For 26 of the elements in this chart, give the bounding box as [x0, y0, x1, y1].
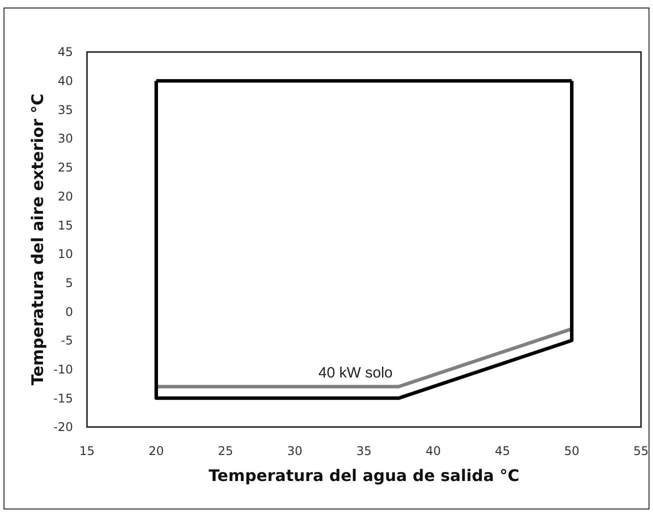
x-tick-label: 50 [564, 444, 580, 458]
x-tick-label: 35 [356, 444, 372, 458]
y-tick-label: 40 [58, 74, 73, 88]
y-tick-label: 20 [58, 189, 73, 204]
x-axis-title: Temperatura del agua de salida °C [208, 466, 520, 485]
series-label: 40 kW solo [318, 364, 393, 382]
y-tick-label: 30 [58, 132, 73, 146]
y-axis-title: Temperatura del aire exterior °C [28, 94, 47, 386]
x-tick-label: 45 [494, 444, 510, 458]
x-tick-label: 20 [148, 444, 164, 458]
y-tick-label: 25 [58, 160, 73, 175]
y-tick-label: -15 [53, 391, 73, 406]
y-tick-label: 35 [58, 102, 73, 117]
x-tick-label: 25 [218, 444, 234, 458]
x-tick-label: 30 [287, 444, 302, 458]
y-tick-label: 5 [65, 276, 73, 290]
y-tick-label: 10 [58, 247, 73, 262]
x-tick-label: 55 [633, 444, 649, 458]
y-tick-label: 15 [58, 218, 73, 232]
y-tick-label: -20 [53, 420, 73, 434]
y-tick-label: 0 [65, 304, 73, 319]
y-tick-label: -5 [61, 334, 73, 348]
x-tick-label: 40 [426, 444, 441, 458]
y-tick-label: 45 [58, 45, 73, 60]
x-tick-label: 15 [79, 444, 95, 458]
y-tick-label: -10 [53, 362, 73, 377]
